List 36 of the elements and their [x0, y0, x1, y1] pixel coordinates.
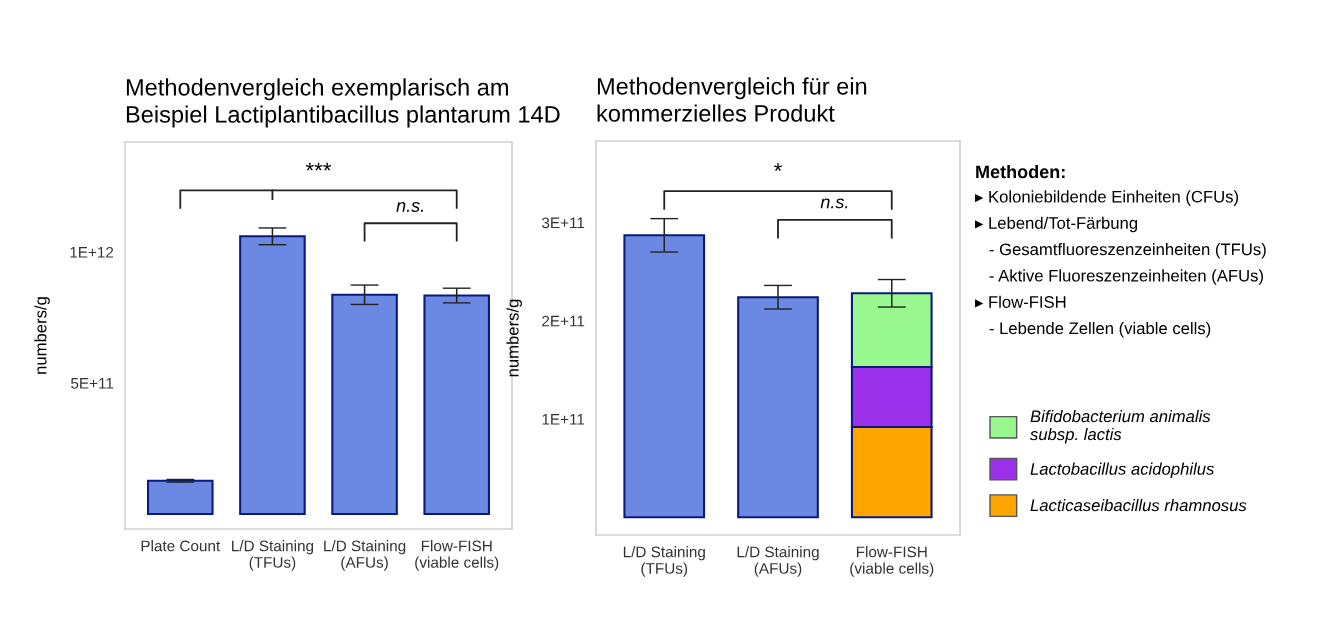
chart-title: Methodenvergleich exemplarisch am Beispiel Lactiplantibacillus plantarum 14D: [126, 78, 560, 128]
y-tick-label: 2E+11: [542, 315, 585, 327]
text: ▸ Lebend/Tot-Färbung: [975, 216, 1138, 233]
annotation: n.s.: [396, 202, 423, 212]
text: - Gesamtfluoreszenzeinheiten (TFUs): [989, 243, 1266, 259]
y-axis-title: numbers/g: [34, 297, 50, 374]
chart-title: Methodenvergleich für ein kommerzielles Produkt: [597, 77, 867, 122]
y-tick-label: 1E+11: [542, 414, 585, 425]
legend-label: Bifidobacterium animalis subsp. lactis: [1030, 410, 1211, 444]
x-tick-label: L/D Staining (AFUs): [737, 546, 819, 577]
x-tick-label: L/D Staining (AFUs): [324, 540, 406, 571]
bar: [331, 293, 398, 516]
x-tick-label: Flow-FISH (viable cells): [415, 540, 499, 571]
bar: [147, 479, 214, 516]
text: Methoden:: [976, 165, 1065, 179]
x-tick-label: L/D Staining (TFUs): [623, 546, 705, 577]
annotation: n.s.: [820, 198, 848, 209]
x-tick-label: Plate Count: [141, 540, 221, 552]
bar: [623, 234, 706, 519]
bar: [423, 294, 490, 516]
y-tick-label: 5E+11: [71, 378, 114, 389]
text: - Lebende Zellen (viable cells): [989, 321, 1211, 338]
x-tick-label: L/D Staining (TFUs): [232, 540, 314, 571]
y-axis-title: numbers/g: [506, 299, 522, 377]
x-tick-label: Flow-FISH (viable cells): [850, 546, 934, 577]
annotation: ***: [305, 162, 332, 171]
text: ▸ Koloniebildende Einheiten (CFUs): [975, 190, 1239, 206]
text: - Aktive Fluoreszenzeinheiten (AFUs): [989, 269, 1263, 285]
bar: [737, 296, 819, 519]
annotation: *: [774, 163, 782, 172]
legend-label: Lacticaseibacillus rhamnosus: [1030, 498, 1247, 512]
bar: [239, 235, 306, 516]
y-tick-label: 3E+11: [542, 217, 585, 229]
y-tick-label: 1E+12: [70, 246, 114, 258]
legend-label: Lactobacillus acidophilus: [1030, 462, 1215, 479]
text: ▸ Flow-FISH: [975, 295, 1066, 308]
